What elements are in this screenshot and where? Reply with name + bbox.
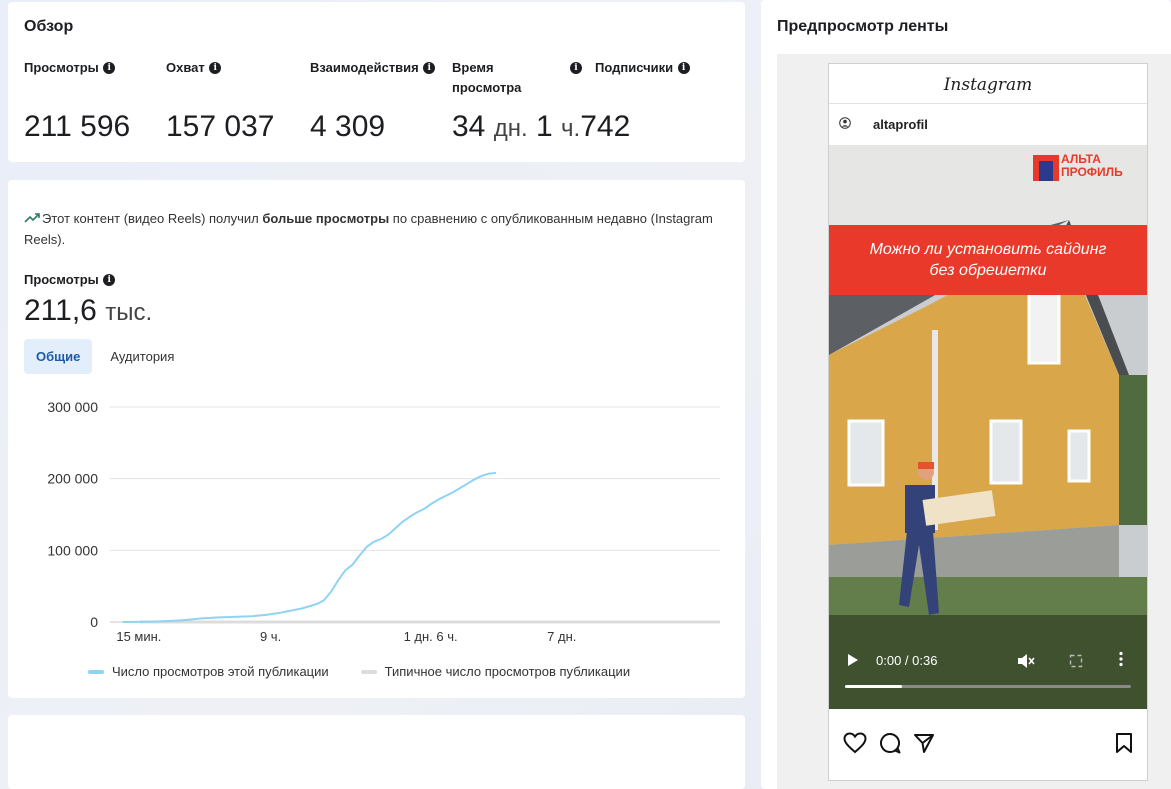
info-icon[interactable]: i <box>209 61 222 74</box>
user-icon <box>839 116 851 132</box>
metric-reach: Охват i <box>166 58 296 78</box>
bookmark-icon[interactable] <box>1115 732 1133 759</box>
post-actions <box>829 709 1147 781</box>
info-icon[interactable]: i <box>423 61 436 74</box>
views-chart: 0 100 000 200 000 300 000 15 мин. 9 ч. 1 дн. 6… <box>47 399 720 644</box>
series-line-this-post <box>122 471 497 623</box>
watch-hours: 1 <box>536 110 553 143</box>
views-total: 211,6 тыс. <box>24 294 152 328</box>
views-label: Просмотры <box>24 272 99 287</box>
overview-title: Обзор <box>24 18 74 35</box>
metric-followers: Подписчики i <box>595 58 735 78</box>
heart-icon[interactable] <box>843 731 867 759</box>
chart-legend: Число просмотров этой публикации Типично… <box>88 664 630 679</box>
empty-card <box>8 715 745 789</box>
watch-days-unit: дн. <box>493 115 528 142</box>
username[interactable]: altaprofil <box>873 116 928 132</box>
play-icon[interactable] <box>847 653 859 672</box>
views-total-unit: тыс. <box>105 299 153 326</box>
reel-video[interactable]: АЛЬТА ПРОФИЛЬ Можно ли установить сайдин… <box>829 145 1147 709</box>
banner-line-2: без обрешетки <box>929 262 1047 279</box>
metric-views: Просмотры i <box>24 58 154 78</box>
share-icon[interactable] <box>913 732 935 759</box>
video-progress-track[interactable] <box>845 685 1131 688</box>
metric-views-label: Просмотры <box>24 60 99 75</box>
more-options-icon[interactable] <box>1119 651 1123 672</box>
info-icon[interactable]: i <box>570 62 582 74</box>
video-time: 0:00 / 0:36 <box>876 653 938 668</box>
legend-swatch <box>88 669 104 674</box>
views-card: Этот контент (видео Reels) получил больш… <box>8 180 745 698</box>
watch-hours-unit: ч. <box>561 115 581 142</box>
metric-reach-label: Охват <box>166 60 205 75</box>
brand-line-2: ПРОФИЛЬ <box>1061 165 1123 179</box>
y-tick-label: 300 000 <box>47 399 98 415</box>
x-tick-label: 7 дн. <box>547 629 576 644</box>
x-tick-label: 9 ч. <box>260 629 281 644</box>
instagram-logo: Instagram <box>829 64 1147 104</box>
info-icon[interactable]: i <box>103 61 116 74</box>
metric-interactions-label: Взаимодействия <box>310 60 419 75</box>
followers-value: 742 <box>580 110 631 143</box>
video-frame <box>829 145 1147 709</box>
y-tick-label: 100 000 <box>47 542 98 558</box>
insight-prefix: Этот контент (видео Reels) получил <box>42 211 263 226</box>
fullscreen-icon[interactable] <box>1069 654 1083 673</box>
metric-followers-label: Подписчики <box>595 60 674 75</box>
phone-mockup: Instagram altaprofil <box>828 63 1148 781</box>
post-author: altaprofil <box>829 104 1147 144</box>
insight-suffix: по сравнению с опубликованным недавно (I… <box>24 211 713 247</box>
metric-interactions: Взаимодействия i <box>310 58 450 78</box>
video-progress-fill <box>845 685 903 688</box>
tab-audience[interactable]: Аудитория <box>110 349 175 364</box>
trend-up-icon <box>24 208 42 229</box>
legend-item-typical: Типичное число просмотров публикации <box>360 664 631 679</box>
legend-swatch <box>360 669 377 674</box>
y-tick-label: 200 000 <box>47 471 98 487</box>
mute-icon[interactable] <box>1017 653 1035 674</box>
comment-icon[interactable] <box>879 732 901 759</box>
video-banner-text: Можно ли установить сайдинг без обрешетк… <box>829 239 1147 281</box>
info-icon[interactable]: i <box>103 273 116 286</box>
info-icon[interactable]: i <box>677 61 690 74</box>
metric-views-value: 211 596 <box>24 110 131 143</box>
metric-watch-time-label: Время просмотра <box>452 60 522 95</box>
preview-title: Предпросмотр ленты <box>777 18 949 35</box>
brand-logo: АЛЬТА ПРОФИЛЬ <box>1061 153 1123 179</box>
legend-label: Типичное число просмотров публикации <box>384 664 631 679</box>
legend-item-this: Число просмотров этой публикации <box>88 664 329 679</box>
x-tick-label: 1 дн. 6 ч. <box>404 629 458 644</box>
views-label-row: Просмотры i <box>24 270 116 290</box>
metric-reach-value: 157 037 <box>166 110 275 143</box>
watch-days: 34 <box>452 110 486 143</box>
insight-text: Этот контент (видео Reels) получил больш… <box>24 208 724 250</box>
metric-watch-time: Время просмотра <box>452 58 542 98</box>
x-tick-label: 15 мин. <box>116 629 161 644</box>
banner-line-1: Можно ли установить сайдинг <box>869 241 1107 258</box>
metric-interactions-value: 4 309 <box>310 110 386 143</box>
feed-preview-panel: Предпросмотр ленты Instagram altaprofil <box>761 0 1171 789</box>
tab-general[interactable]: Общие <box>24 339 93 374</box>
tabs: Общие Аудитория <box>24 339 186 374</box>
brand-line-1: АЛЬТА <box>1061 152 1101 166</box>
y-tick-label: 0 <box>90 614 98 630</box>
overview-card: Обзор Просмотры i 211 596 Охват i 157 03… <box>8 2 745 162</box>
metric-watch-time-value: 34 дн. 1 ч.742 <box>452 110 630 144</box>
views-total-value: 211,6 <box>24 294 97 327</box>
legend-label: Число просмотров этой публикации <box>112 664 329 679</box>
insight-bold: больше просмотры <box>262 211 390 226</box>
